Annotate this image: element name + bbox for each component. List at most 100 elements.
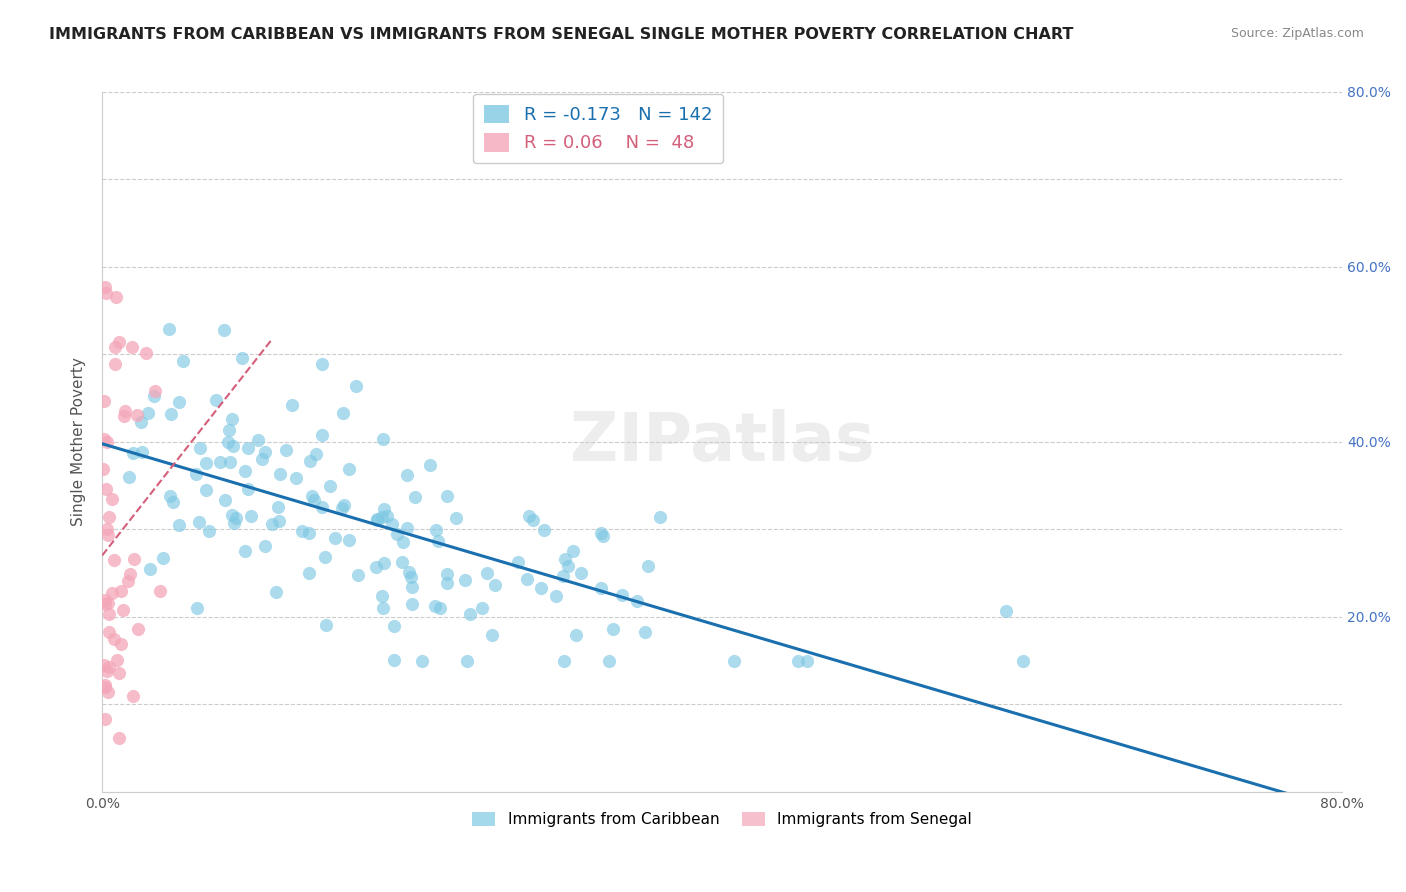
Point	[994, 604, 1017, 618]
Point	[796, 654, 818, 668]
Point	[291, 524, 314, 538]
Point	[94, 482, 117, 496]
Point	[152, 551, 174, 566]
Point	[444, 510, 467, 524]
Point	[314, 549, 336, 564]
Point	[93, 432, 115, 446]
Point	[591, 526, 613, 541]
Point	[233, 544, 256, 558]
Point	[93, 393, 115, 408]
Point	[399, 570, 422, 584]
Point	[305, 447, 328, 461]
Point	[97, 685, 120, 699]
Point	[112, 409, 135, 424]
Point	[382, 653, 405, 667]
Point	[218, 423, 240, 437]
Point	[94, 286, 117, 301]
Point	[98, 625, 121, 640]
Point	[97, 596, 120, 610]
Point	[172, 354, 194, 368]
Point	[392, 535, 415, 549]
Point	[266, 500, 288, 515]
Point	[149, 583, 172, 598]
Point	[401, 597, 423, 611]
Point	[167, 518, 190, 533]
Point	[121, 689, 143, 703]
Point	[254, 539, 277, 553]
Point	[121, 340, 143, 354]
Point	[565, 627, 588, 641]
Point	[391, 555, 413, 569]
Point	[557, 559, 579, 574]
Point	[637, 559, 659, 574]
Point	[186, 600, 208, 615]
Point	[104, 357, 127, 371]
Point	[436, 489, 458, 503]
Point	[311, 500, 333, 515]
Point	[233, 464, 256, 478]
Point	[101, 585, 124, 599]
Text: Source: ZipAtlas.com: Source: ZipAtlas.com	[1230, 27, 1364, 40]
Point	[398, 565, 420, 579]
Point	[221, 508, 243, 522]
Point	[506, 555, 529, 569]
Point	[118, 469, 141, 483]
Point	[108, 731, 131, 745]
Point	[221, 412, 243, 426]
Point	[787, 654, 810, 668]
Point	[569, 566, 592, 580]
Point	[423, 599, 446, 613]
Point	[96, 435, 118, 450]
Point	[187, 516, 209, 530]
Point	[96, 665, 118, 679]
Point	[373, 556, 395, 570]
Point	[250, 452, 273, 467]
Point	[302, 493, 325, 508]
Point	[396, 467, 419, 482]
Point	[436, 575, 458, 590]
Point	[425, 524, 447, 538]
Point	[91, 461, 114, 475]
Point	[517, 508, 540, 523]
Point	[297, 526, 319, 541]
Point	[562, 543, 585, 558]
Point	[96, 528, 118, 542]
Point	[194, 483, 217, 497]
Point	[238, 483, 260, 497]
Point	[93, 657, 115, 672]
Point	[610, 588, 633, 602]
Point	[375, 509, 398, 524]
Point	[484, 578, 506, 592]
Point	[299, 454, 322, 468]
Point	[219, 455, 242, 469]
Point	[554, 551, 576, 566]
Point	[366, 513, 388, 527]
Point	[276, 443, 298, 458]
Point	[436, 566, 458, 581]
Point	[366, 512, 388, 526]
Point	[267, 514, 290, 528]
Point	[98, 510, 121, 524]
Point	[143, 384, 166, 399]
Point	[373, 433, 395, 447]
Point	[370, 510, 392, 524]
Point	[94, 279, 117, 293]
Point	[167, 394, 190, 409]
Point	[481, 628, 503, 642]
Point	[225, 510, 247, 524]
Point	[188, 441, 211, 455]
Point	[648, 509, 671, 524]
Point	[533, 523, 555, 537]
Point	[93, 598, 115, 612]
Point	[159, 489, 181, 503]
Text: ZIPatlas: ZIPatlas	[569, 409, 875, 475]
Point	[323, 531, 346, 545]
Point	[602, 623, 624, 637]
Point	[217, 434, 239, 449]
Point	[419, 458, 441, 473]
Point	[373, 501, 395, 516]
Point	[103, 632, 125, 646]
Point	[553, 654, 575, 668]
Point	[404, 490, 426, 504]
Point	[194, 456, 217, 470]
